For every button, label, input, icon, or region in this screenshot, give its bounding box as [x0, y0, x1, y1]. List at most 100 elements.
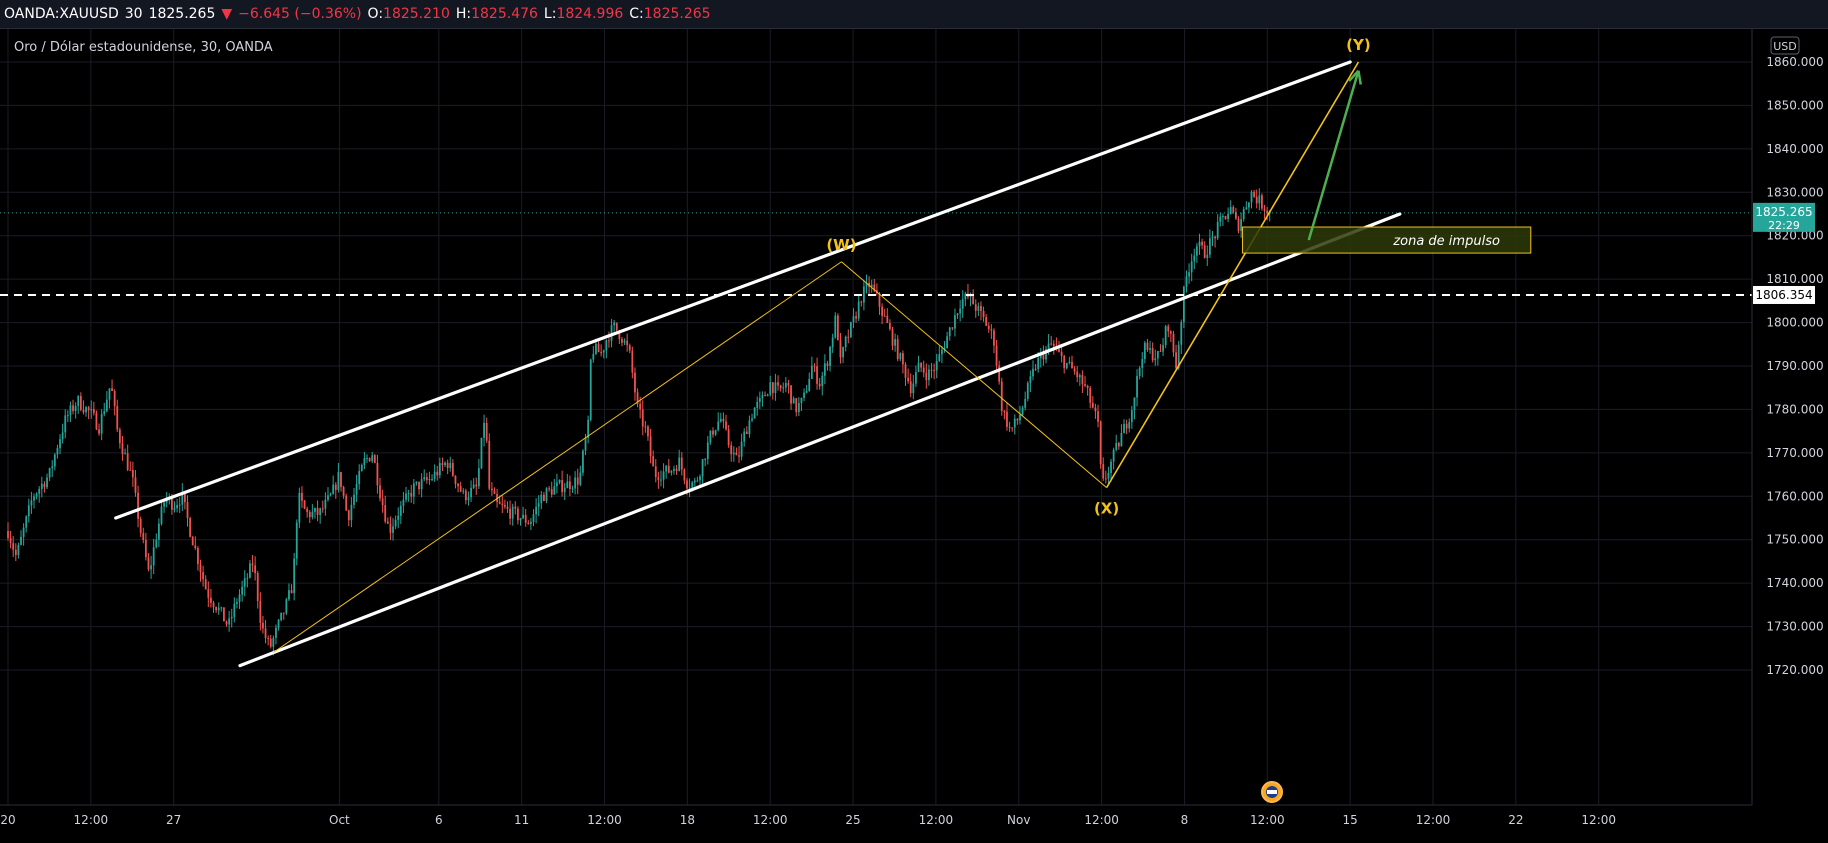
candle-body: [725, 421, 727, 430]
candle-body: [1195, 246, 1198, 256]
price-axis[interactable]: [1752, 29, 1828, 843]
time-tick-label: 12:00: [919, 813, 954, 827]
symbol-header: OANDA:XAUUSD 30 1825.265 ▼ −6.645 (−0.36…: [0, 0, 1828, 29]
candle-body: [899, 353, 902, 360]
candle-body: [311, 511, 314, 518]
time-tick-label: 27: [166, 813, 181, 827]
candle-body: [223, 607, 225, 622]
candle-body: [680, 457, 683, 470]
arrow-head[interactable]: [1357, 70, 1362, 85]
candle-body: [366, 458, 368, 460]
candle-body: [506, 506, 509, 509]
candle-body: [262, 622, 264, 629]
candle-body: [282, 612, 285, 614]
channel-upper-line[interactable]: [114, 60, 1352, 520]
candle-body: [787, 383, 790, 386]
time-axis-labels: 20 12:00 27 Oct 6 11 12:00 18 12:00 25 12:00 Nov 12:…: [0, 813, 1616, 827]
channel-lower-line[interactable]: [238, 212, 1402, 668]
price-chart[interactable]: zona de impulso (W) (X) (Y) Oro / Dólar es…: [0, 29, 1828, 843]
candle-body: [1123, 423, 1125, 433]
candle-body: [584, 437, 587, 451]
candle-body: [972, 293, 975, 305]
candle-body: [826, 363, 829, 366]
candle-body: [446, 462, 449, 468]
price-tick-label: 1820.000: [1766, 229, 1823, 243]
candle-body: [1104, 478, 1107, 480]
candle-body: [1058, 348, 1060, 352]
candle-body: [1039, 353, 1042, 359]
candle-body: [189, 518, 192, 537]
candle-body: [1042, 353, 1045, 360]
candle-body: [1258, 195, 1261, 204]
candle-body: [621, 339, 623, 343]
currency-button[interactable]: [1770, 36, 1800, 55]
candle-body: [615, 322, 618, 331]
candle-body: [108, 388, 111, 400]
candle-body: [1034, 368, 1037, 370]
wave-segment[interactable]: [841, 261, 1107, 488]
candle-body: [1076, 371, 1079, 378]
candle-body: [33, 496, 35, 501]
candle-body: [376, 462, 379, 486]
candle-body: [420, 479, 423, 490]
arrow-head[interactable]: [1348, 69, 1360, 82]
time-tick-label: 12:00: [587, 813, 622, 827]
wave-segment[interactable]: [1105, 61, 1360, 489]
candle-body: [1011, 427, 1014, 429]
horizontal-level[interactable]: [0, 212, 1752, 296]
impulse-zone-box[interactable]: [1241, 226, 1532, 254]
chart-background: [0, 29, 1828, 843]
candle-body: [524, 514, 527, 523]
arrow-shaft[interactable]: [1307, 70, 1360, 241]
candle-body: [701, 459, 704, 477]
candle-body: [657, 476, 660, 480]
events-flag-icon[interactable]: [1261, 781, 1283, 803]
candle-body: [441, 463, 444, 466]
candle-body: [77, 396, 80, 407]
impulse-zone[interactable]: zona de impulso: [1241, 226, 1532, 254]
candle-body: [1245, 207, 1248, 210]
candle-body: [1156, 351, 1159, 359]
candle-body: [327, 495, 329, 500]
candle-body: [1242, 209, 1245, 220]
impulse-zone-label: zona de impulso: [1392, 234, 1500, 249]
candle-body: [38, 488, 41, 494]
candle-body: [381, 498, 384, 506]
candle-body: [98, 429, 100, 434]
candle-body: [647, 426, 649, 437]
candle-body: [230, 616, 233, 619]
candle-body: [1052, 343, 1055, 347]
candle-body: [95, 412, 98, 430]
target-arrow[interactable]: [1307, 69, 1362, 241]
trend-channel[interactable]: [114, 60, 1402, 668]
candle-body: [194, 545, 197, 549]
candle-body: [1065, 362, 1068, 369]
candle-body: [116, 406, 119, 430]
candle-body: [974, 304, 977, 311]
time-tick-label: 12:00: [753, 813, 788, 827]
candle-body: [454, 475, 457, 484]
candle-body: [360, 465, 363, 472]
candle-body: [220, 607, 223, 609]
candle-body: [314, 508, 316, 512]
price-change: −6.645 (−0.36%): [238, 6, 362, 22]
time-tick-label: 12:00: [74, 813, 109, 827]
candle-body: [941, 349, 943, 355]
candle-body: [1219, 216, 1222, 222]
interval-label[interactable]: 30: [124, 6, 143, 22]
candle-body: [842, 347, 844, 358]
candle-body: [771, 382, 774, 393]
time-tick-label: 20: [0, 813, 15, 827]
wave-lines[interactable]: [272, 61, 1360, 654]
candle-body: [769, 382, 772, 395]
candle-body: [1099, 421, 1102, 465]
candle-body: [79, 396, 82, 410]
candle-body: [363, 458, 366, 466]
candle-body: [881, 306, 884, 316]
candle-body: [503, 504, 506, 507]
wave-segment[interactable]: [272, 261, 842, 654]
time-axis[interactable]: [0, 805, 1828, 843]
symbol-name[interactable]: OANDA:XAUUSD: [4, 6, 119, 22]
candle-body: [985, 317, 988, 326]
candle-body: [204, 579, 207, 590]
